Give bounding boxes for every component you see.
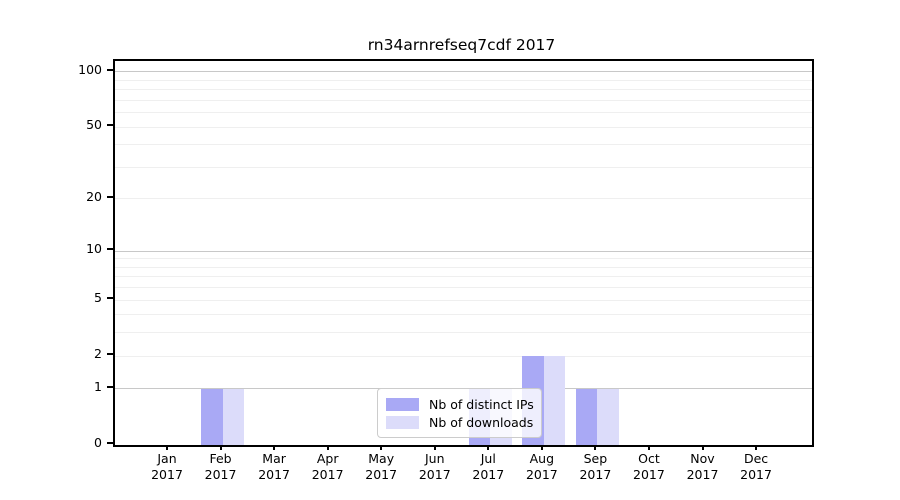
y-tick-label: 10 — [86, 241, 102, 257]
x-tick-mark — [755, 445, 758, 450]
gridline-minor — [115, 99, 812, 101]
x-tick-label-jun: Jun 2017 — [405, 451, 465, 483]
y-tick-mark — [107, 124, 113, 127]
x-tick-year: 2017 — [472, 467, 505, 482]
x-tick-month: Nov — [690, 451, 715, 466]
x-tick-year: 2017 — [258, 467, 290, 482]
x-tick-month: Feb — [209, 451, 232, 466]
x-tick-mark — [487, 445, 490, 450]
x-tick-month: Apr — [316, 451, 339, 466]
x-tick-label-mar: Mar 2017 — [244, 451, 304, 483]
x-tick-month: Dec — [743, 451, 769, 466]
x-tick-month: Aug — [529, 451, 555, 466]
x-tick-year: 2017 — [740, 467, 772, 482]
x-tick-year: 2017 — [579, 467, 612, 482]
y-tick-mark — [107, 248, 113, 251]
x-tick-year: 2017 — [311, 467, 344, 482]
y-tick-mark — [107, 442, 113, 444]
y-tick-label: 100 — [78, 61, 102, 77]
gridline-minor — [115, 112, 812, 114]
bar-downloads-aug — [543, 356, 566, 445]
gridline-minor — [115, 276, 812, 278]
x-tick-mark — [273, 445, 276, 450]
gridline-minor — [115, 266, 812, 268]
y-tick-mark — [107, 68, 113, 71]
x-tick-year: 2017 — [151, 467, 183, 482]
x-tick-year: 2017 — [633, 467, 665, 482]
gridline-major — [115, 250, 812, 252]
x-tick-label-oct: Oct 2017 — [619, 451, 679, 483]
x-tick-mark — [326, 445, 329, 450]
gridline-minor — [115, 314, 812, 316]
x-tick-month: Jul — [480, 451, 496, 466]
x-tick-month: Sep — [583, 451, 608, 466]
x-tick-mark — [594, 445, 597, 450]
x-tick-year: 2017 — [525, 467, 558, 482]
gridline-minor — [115, 79, 812, 81]
x-tick-mark — [540, 445, 543, 450]
x-tick-year: 2017 — [204, 467, 237, 482]
x-tick-mark — [433, 445, 436, 450]
x-tick-year: 2017 — [686, 467, 719, 482]
legend-label-distinct-ips: Nb of distinct IPs — [429, 396, 534, 412]
x-tick-mark — [380, 445, 383, 450]
legend-label-downloads: Nb of downloads — [429, 414, 534, 430]
x-tick-year: 2017 — [365, 467, 398, 482]
legend: Nb of distinct IPs Nb of downloads — [377, 388, 542, 438]
gridline-minor — [115, 166, 812, 168]
x-tick-month: Jan — [157, 451, 177, 466]
bar-distinct-ips-sep — [575, 388, 598, 445]
y-tick-label: 20 — [86, 188, 102, 204]
gridline-minor — [115, 198, 812, 200]
x-tick-mark — [219, 445, 222, 450]
gridline-minor — [115, 126, 812, 128]
legend-item-downloads: Nb of downloads — [386, 414, 533, 431]
x-tick-label-sep: Sep 2017 — [565, 451, 625, 483]
x-tick-label-nov: Nov 2017 — [673, 451, 733, 483]
x-tick-month: Jun — [424, 451, 445, 466]
y-tick-label: 50 — [86, 117, 102, 133]
gridline-minor — [115, 258, 812, 260]
x-tick-month: Mar — [262, 451, 286, 466]
x-tick-label-aug: Aug 2017 — [512, 451, 572, 483]
x-tick-label-apr: Apr 2017 — [298, 451, 358, 483]
x-tick-label-feb: Feb 2017 — [191, 451, 251, 483]
gridline-minor — [115, 355, 812, 357]
gridline-minor — [115, 299, 812, 301]
x-tick-label-dec: Dec 2017 — [726, 451, 786, 483]
y-tick-mark — [107, 297, 113, 300]
y-tick-mark — [107, 385, 113, 388]
bar-distinct-ips-feb — [201, 388, 223, 445]
gridline-minor — [115, 89, 812, 91]
legend-item-distinct-ips: Nb of distinct IPs — [386, 396, 534, 413]
y-tick-mark — [107, 353, 113, 356]
gridline-minor — [115, 144, 812, 146]
y-tick-label: 0 — [94, 435, 102, 450]
x-tick-label-jul: Jul 2017 — [458, 451, 518, 483]
y-tick-label: 1 — [94, 378, 102, 394]
bar-downloads-feb — [222, 388, 245, 445]
chart-title: rn34arnrefseq7cdf 2017 — [367, 36, 556, 54]
y-tick-label: 5 — [94, 290, 102, 306]
gridline-minor — [115, 332, 812, 334]
y-tick-label: 2 — [94, 346, 102, 362]
x-tick-label-may: May 2017 — [351, 451, 411, 483]
x-tick-month: May — [368, 451, 395, 466]
x-tick-mark — [166, 445, 168, 450]
gridline-minor — [115, 287, 812, 289]
x-tick-mark — [647, 445, 650, 450]
y-tick-mark — [107, 195, 113, 198]
x-tick-month: Oct — [638, 451, 660, 466]
legend-swatch-downloads — [386, 415, 419, 429]
x-tick-mark — [701, 445, 704, 450]
x-tick-year: 2017 — [418, 467, 451, 482]
bar-downloads-sep — [597, 388, 619, 445]
legend-swatch-distinct-ips — [386, 397, 419, 411]
x-tick-label-jan: Jan 2017 — [137, 451, 197, 483]
gridline-major — [115, 71, 812, 73]
